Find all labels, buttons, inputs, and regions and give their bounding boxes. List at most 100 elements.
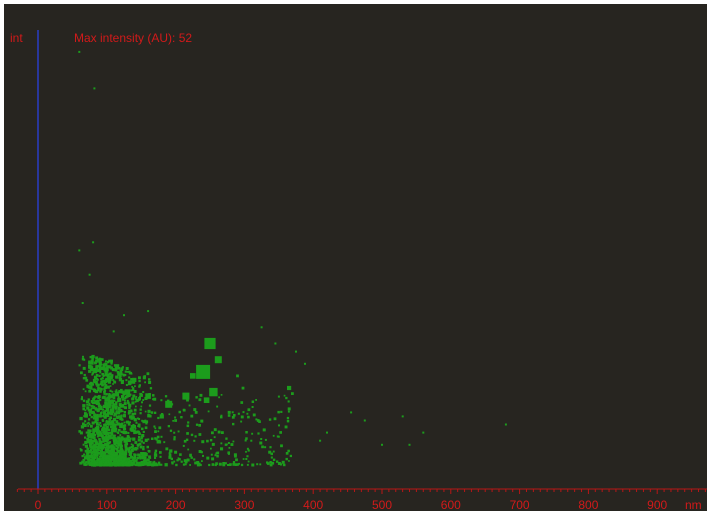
cluster-point bbox=[91, 450, 95, 454]
cluster-point bbox=[142, 430, 145, 433]
cluster-point bbox=[120, 414, 123, 417]
tail-point bbox=[256, 463, 259, 466]
cluster-point bbox=[92, 428, 96, 432]
cluster-point bbox=[88, 361, 92, 365]
tail-point bbox=[280, 410, 283, 413]
tail-point bbox=[232, 461, 236, 464]
cluster-point bbox=[102, 430, 106, 433]
tail-point bbox=[206, 439, 209, 443]
x-tick-label: 600 bbox=[441, 498, 461, 511]
tail-point bbox=[195, 396, 198, 399]
cluster-point bbox=[101, 436, 105, 440]
tail-point bbox=[284, 425, 288, 429]
tail-point bbox=[230, 443, 234, 446]
tail-point bbox=[180, 460, 183, 463]
cluster-point bbox=[96, 454, 99, 457]
tail-point bbox=[214, 454, 217, 457]
sparse-point bbox=[147, 310, 150, 313]
cluster-point bbox=[114, 407, 118, 410]
cluster-point bbox=[124, 461, 128, 465]
cluster-point bbox=[85, 460, 88, 464]
cluster-point bbox=[82, 404, 86, 408]
cluster-point bbox=[100, 457, 103, 460]
cluster-point bbox=[89, 381, 93, 385]
cluster-point bbox=[105, 360, 107, 363]
tail-point bbox=[198, 398, 202, 402]
cluster-point bbox=[115, 452, 119, 456]
cluster-point bbox=[113, 380, 116, 383]
cluster-point bbox=[93, 438, 97, 443]
cluster-point bbox=[97, 404, 101, 408]
cluster-point bbox=[151, 437, 154, 440]
tail-point bbox=[175, 463, 178, 467]
cluster-point bbox=[138, 461, 141, 464]
cluster-point bbox=[88, 431, 91, 434]
cluster-point bbox=[104, 386, 107, 389]
cluster-point bbox=[103, 390, 106, 394]
cluster-point bbox=[138, 385, 141, 388]
cluster-point bbox=[94, 361, 97, 364]
cluster-point bbox=[99, 390, 102, 393]
cluster-point bbox=[111, 404, 115, 408]
cluster-point bbox=[148, 455, 151, 459]
cluster-point bbox=[108, 455, 110, 458]
cluster-point bbox=[90, 366, 94, 370]
cluster-point bbox=[103, 463, 107, 466]
tail-point bbox=[291, 392, 294, 395]
cluster-point bbox=[131, 445, 134, 448]
cluster-point bbox=[89, 439, 93, 442]
cluster-point bbox=[132, 457, 135, 460]
cluster-point bbox=[128, 405, 131, 408]
tail-point bbox=[216, 455, 219, 458]
cluster-point bbox=[108, 395, 112, 399]
cluster-point bbox=[115, 444, 118, 447]
tail-point bbox=[222, 462, 226, 465]
cluster-point bbox=[101, 428, 105, 431]
cluster-point bbox=[96, 365, 99, 368]
cluster-point bbox=[136, 459, 138, 461]
cluster-point bbox=[138, 425, 141, 428]
cluster-point bbox=[105, 379, 109, 383]
cluster-point bbox=[105, 379, 107, 382]
cluster-point bbox=[90, 360, 94, 364]
cluster-point bbox=[111, 390, 114, 393]
tail-point bbox=[224, 443, 228, 446]
tail-point bbox=[196, 461, 200, 464]
tail-point bbox=[180, 416, 183, 419]
cluster-point bbox=[136, 461, 139, 464]
cluster-point bbox=[117, 406, 121, 410]
cluster-point bbox=[127, 393, 131, 397]
cluster-point bbox=[105, 438, 109, 441]
tail-point bbox=[168, 413, 171, 416]
tail-point bbox=[211, 463, 215, 466]
cluster-point bbox=[120, 457, 123, 460]
cluster-point bbox=[94, 448, 97, 451]
cluster-point bbox=[114, 366, 118, 370]
cluster-point bbox=[112, 423, 116, 427]
cluster-point bbox=[101, 419, 105, 422]
large-point bbox=[98, 431, 102, 434]
cluster-point bbox=[116, 456, 119, 459]
tail-point bbox=[228, 447, 231, 449]
cluster-point bbox=[109, 425, 113, 429]
tail-point bbox=[215, 452, 218, 455]
tail-point bbox=[263, 428, 266, 431]
cluster-point bbox=[148, 463, 151, 466]
tail-point bbox=[220, 447, 224, 451]
cluster-point bbox=[96, 452, 99, 455]
tail-point bbox=[240, 420, 243, 423]
cluster-point bbox=[132, 429, 136, 433]
tail-point bbox=[213, 436, 216, 439]
cluster-point bbox=[164, 463, 168, 467]
cluster-point bbox=[88, 403, 91, 405]
y-axis-label: int bbox=[10, 31, 23, 45]
tail-point bbox=[168, 453, 172, 457]
cluster-point bbox=[102, 379, 106, 383]
cluster-point bbox=[116, 411, 119, 414]
cluster-point bbox=[126, 435, 130, 438]
cluster-point bbox=[147, 414, 151, 418]
cluster-point bbox=[115, 413, 117, 416]
cluster-point bbox=[88, 438, 92, 442]
cluster-point bbox=[129, 371, 132, 375]
cluster-point bbox=[119, 369, 123, 373]
